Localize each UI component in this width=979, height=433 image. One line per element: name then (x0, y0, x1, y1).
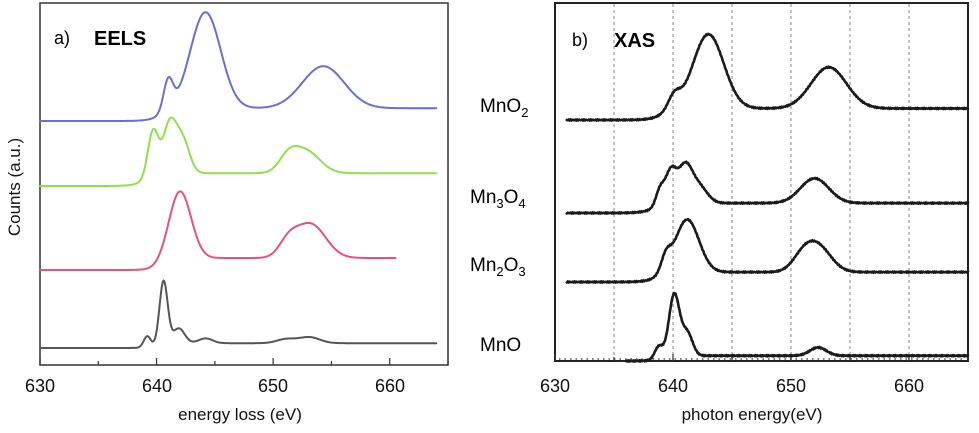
sample-labels: MnO2 Mn3O4 Mn2O3 MnO (470, 96, 528, 356)
eels-x-tick-label: 640 (142, 376, 172, 396)
xas-series-line-mno (624, 291, 970, 363)
xas-panel: 630 640 650 660 photon energy(eV) b) XAS (540, 2, 970, 424)
xas-series-line-mn2o3 (565, 217, 970, 284)
eels-series-line-gray (39, 279, 438, 349)
eels-x-axis-title: energy loss (eV) (178, 405, 302, 424)
series-label-mno: MnO (480, 335, 521, 356)
xas-x-tick-label: 640 (658, 376, 688, 396)
eels-panel-title: EELS (94, 28, 146, 50)
eels-x-tick-label: 630 (25, 376, 55, 396)
xas-x-tick-label: 660 (894, 376, 924, 396)
eels-series-line-blue (39, 11, 438, 122)
xas-series-group (565, 32, 970, 363)
series-label-mn3o4: Mn3O4 (470, 187, 526, 211)
series-label-mno2: MnO2 (480, 96, 528, 120)
eels-series-line-pink (39, 190, 397, 271)
eels-series-line-green (39, 116, 438, 187)
eels-x-tick-label: 660 (375, 376, 405, 396)
xas-x-tick-label: 650 (776, 376, 806, 396)
eels-plot-frame (39, 2, 449, 366)
xas-x-tick-labels: 630 640 650 660 (540, 376, 924, 396)
xas-x-axis-title: photon energy(eV) (682, 405, 823, 424)
xas-panel-title: XAS (614, 30, 655, 52)
eels-y-axis-title: Counts (a.u.) (5, 138, 24, 236)
xas-x-tick-label: 630 (540, 376, 570, 396)
eels-panel: 630 640 650 660 energy loss (eV) Counts … (5, 2, 449, 424)
xas-series-line-mn3o4 (565, 160, 970, 215)
xas-plot-frame (554, 2, 969, 362)
eels-panel-tag: a) (54, 28, 70, 48)
series-label-mn2o3: Mn2O3 (470, 255, 526, 279)
eels-x-tick-marks (39, 358, 449, 365)
xas-panel-tag: b) (572, 30, 588, 50)
eels-x-tick-labels: 630 640 650 660 (25, 376, 405, 396)
eels-series-group (39, 11, 438, 349)
eels-x-tick-label: 650 (258, 376, 288, 396)
xas-series-line-mno2 (565, 32, 970, 122)
